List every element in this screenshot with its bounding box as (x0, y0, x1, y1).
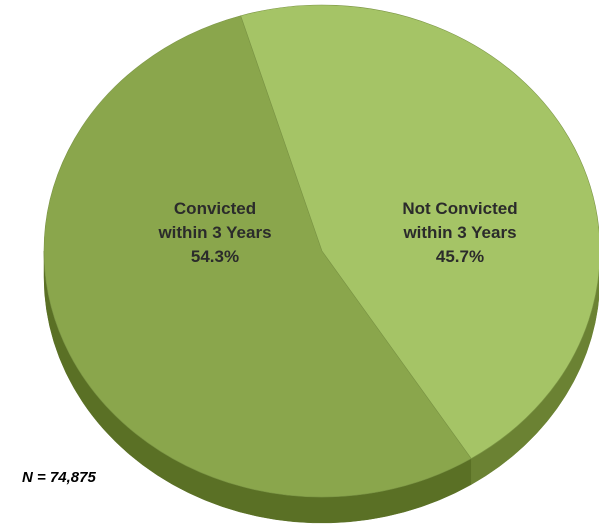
label-convicted: Convicted within 3 Years 54.3% (157, 199, 271, 266)
label-not-convicted-line: within 3 Years (402, 223, 516, 242)
pie-slices-group (43, 4, 599, 498)
slice-convicted (43, 15, 472, 498)
slice-not-convicted (240, 4, 599, 459)
pie-labels-group: Convicted within 3 Years 54.3% Not Convicte… (157, 199, 517, 266)
label-not-convicted-line: Not Convicted (402, 199, 517, 218)
label-convicted-line: 54.3% (191, 247, 239, 266)
label-not-convicted-line: 45.7% (436, 247, 484, 266)
label-convicted-line: Convicted (174, 199, 256, 218)
label-convicted-line: within 3 Years (157, 223, 271, 242)
label-not-convicted: Not Convicted within 3 Years 45.7% (402, 199, 517, 266)
sample-size-note: N = 74,875 (22, 469, 96, 486)
